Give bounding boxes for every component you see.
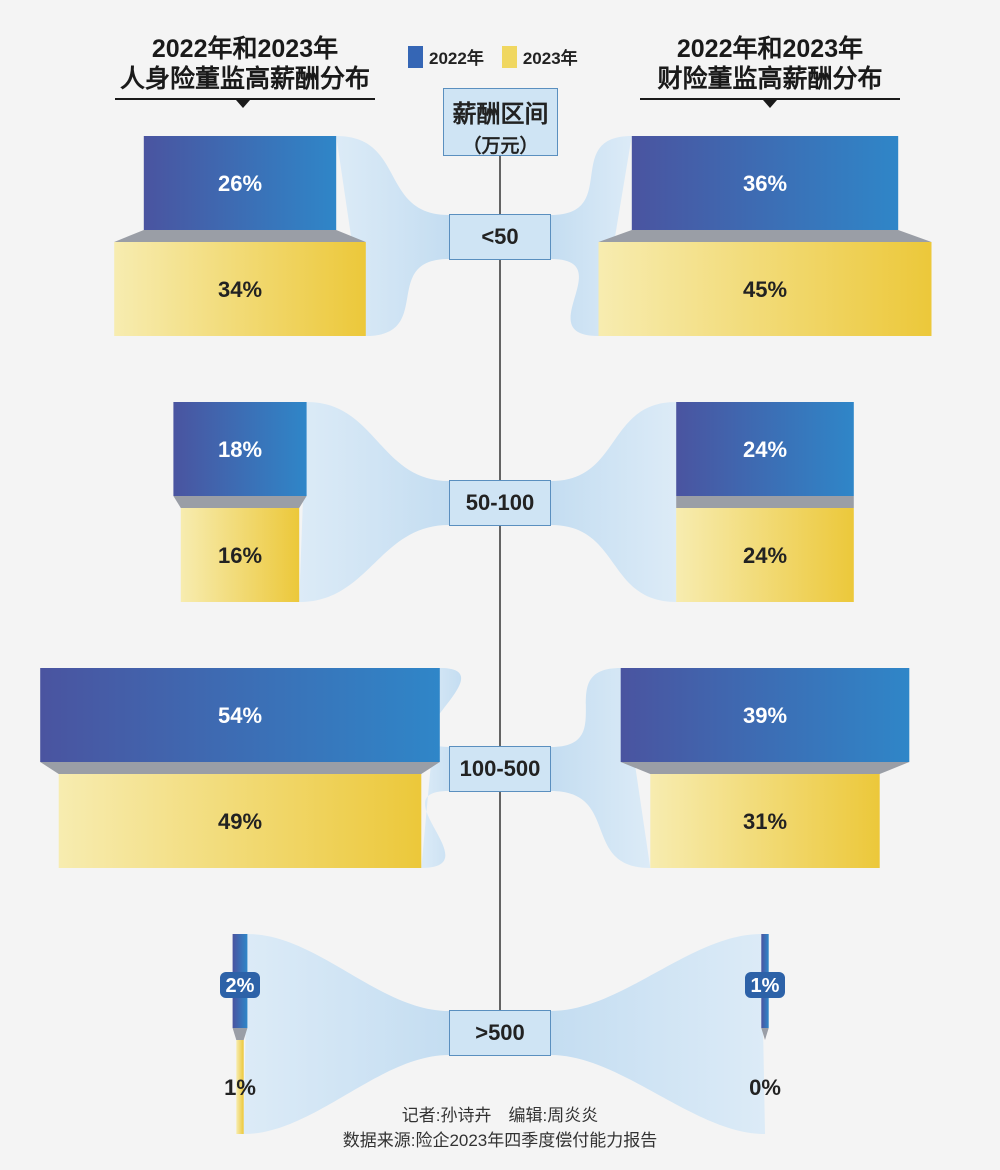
left-label-2022-1: 18% xyxy=(218,437,262,462)
left-label-2023-1: 16% xyxy=(218,543,262,568)
left-label-2023-2: 49% xyxy=(218,809,262,834)
range-header: 薪酬区间 （万元） xyxy=(443,88,558,157)
left-bar-bevel-3 xyxy=(232,1028,248,1040)
left-label-bg-2022-3 xyxy=(220,972,260,998)
right-label-bg-2022-3 xyxy=(745,972,785,998)
legend-label-2022: 2022年 xyxy=(429,49,484,68)
range-label-lt50: <50 xyxy=(449,214,551,260)
left-label-2023-0: 34% xyxy=(218,277,262,302)
right-label-2023-2: 31% xyxy=(743,809,787,834)
credit-source: 数据来源:险企2023年四季度偿付能力报告 xyxy=(342,1131,658,1150)
right-label-2022-2: 39% xyxy=(743,703,787,728)
right-bar-2023-1 xyxy=(676,508,854,602)
left-funnel-1 xyxy=(299,402,449,602)
right-funnel-0 xyxy=(551,136,632,336)
right-title-line1: 2022年和2023年 xyxy=(676,35,864,63)
left-funnel-2 xyxy=(421,668,462,868)
range-header-title: 薪酬区间 xyxy=(452,101,549,128)
left-label-2022-2: 54% xyxy=(218,703,262,728)
right-label-2022-0: 36% xyxy=(743,171,787,196)
legend-swatch-2023 xyxy=(501,45,517,68)
credit-reporter: 记者:孙诗卉 编辑:周炎炎 xyxy=(401,1106,599,1125)
range-header-unit: （万元） xyxy=(462,136,539,157)
left-label-2022-3: 2% xyxy=(226,975,255,997)
legend-item-2022: 2022年 xyxy=(408,44,484,69)
left-bar-bevel-2 xyxy=(40,762,440,774)
left-bar-2023-1 xyxy=(180,508,300,602)
left-bar-bevel-1 xyxy=(173,496,307,508)
left-bar-bevel-0 xyxy=(114,230,366,242)
left-bar-2022-1 xyxy=(173,402,307,496)
left-title-line2: 人身险董监高薪酬分布 xyxy=(115,64,375,100)
right-title-line2: 财险董监高薪酬分布 xyxy=(640,64,900,100)
range-label-100-500: 100-500 xyxy=(449,746,551,792)
right-label-2022-1: 24% xyxy=(743,437,787,462)
range-label-50-100: 50-100 xyxy=(449,480,551,526)
range-label-gt500: >500 xyxy=(449,1010,551,1056)
right-bar-2022-0 xyxy=(631,136,899,230)
left-bar-2022-2 xyxy=(40,668,440,762)
left-title-arrow-icon xyxy=(236,100,250,108)
left-bar-2023-3 xyxy=(236,1040,244,1134)
right-bar-bevel-1 xyxy=(676,496,854,508)
right-funnel-1 xyxy=(551,402,677,602)
left-bar-2023-2 xyxy=(58,774,422,868)
left-bar-2022-0 xyxy=(143,136,337,230)
right-bar-bevel-3 xyxy=(761,1028,769,1040)
left-bar-2023-0 xyxy=(114,242,366,336)
left-label-2022-0: 26% xyxy=(218,171,262,196)
right-chart-title: 2022年和2023年 财险董监高薪酬分布 xyxy=(640,34,900,100)
right-funnel-3 xyxy=(551,934,765,1134)
right-bar-2023-2 xyxy=(650,774,880,868)
right-bar-2023-0 xyxy=(598,242,932,336)
right-title-arrow-icon xyxy=(763,100,777,108)
right-label-2023-1: 24% xyxy=(743,543,787,568)
right-bar-2022-2 xyxy=(620,668,910,762)
right-bar-bevel-2 xyxy=(620,762,910,774)
left-title-line1: 2022年和2023年 xyxy=(151,35,339,63)
legend-swatch-2022 xyxy=(408,45,423,68)
right-bar-bevel-0 xyxy=(598,230,932,242)
legend-label-2023: 2023年 xyxy=(522,49,578,68)
right-bar-2022-1 xyxy=(676,402,854,496)
right-label-2023-0: 45% xyxy=(743,277,787,302)
legend: 2022年 2023年 xyxy=(408,44,588,69)
left-label-2023-3: 1% xyxy=(224,1075,256,1100)
left-funnel-3 xyxy=(243,934,449,1134)
right-label-2022-3: 1% xyxy=(751,975,780,997)
legend-item-2023: 2023年 xyxy=(501,44,578,69)
right-label-2023-3: 0% xyxy=(749,1075,781,1100)
left-chart-title: 2022年和2023年 人身险董监高薪酬分布 xyxy=(115,34,375,100)
